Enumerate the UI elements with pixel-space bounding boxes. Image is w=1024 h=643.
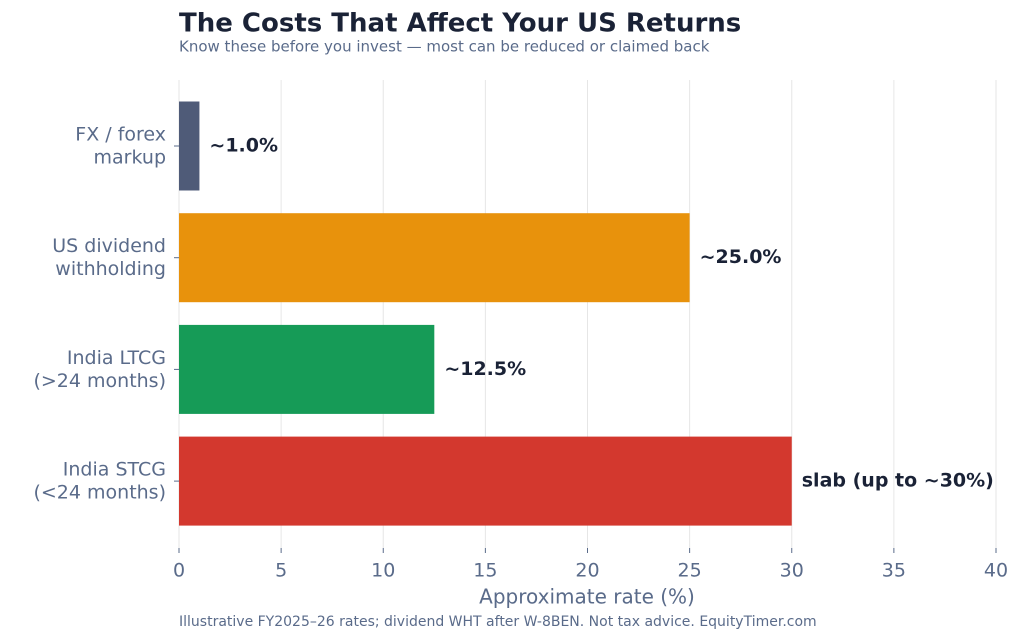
footnote: Illustrative FY2025–26 rates; dividend W…: [179, 614, 817, 630]
bar: [179, 213, 690, 303]
x-tick-label: 30: [780, 560, 804, 582]
bar: [179, 324, 435, 414]
x-tick-label: 25: [678, 560, 702, 582]
x-tick-label: 5: [275, 560, 287, 582]
x-tick-label: 35: [882, 560, 906, 582]
x-tick-label: 10: [371, 560, 395, 582]
y-tick-label: FX / forex markup: [75, 123, 166, 168]
bar: [179, 101, 200, 191]
x-tick-label: 40: [984, 560, 1008, 582]
x-axis-label: Approximate rate (%): [479, 585, 695, 609]
x-tick-label: 0: [173, 560, 185, 582]
y-tick-label: India STCG (<24 months): [33, 458, 166, 503]
x-tick-label: 20: [575, 560, 599, 582]
value-label: ~25.0%: [700, 246, 782, 268]
value-label: ~1.0%: [209, 135, 278, 157]
x-tick-label: 15: [473, 560, 497, 582]
y-tick-label: US dividend withholding: [52, 235, 166, 280]
value-label: ~12.5%: [444, 358, 526, 380]
chart-title: The Costs That Affect Your US Returns: [179, 9, 741, 39]
y-tick-label: India LTCG (>24 months): [33, 346, 166, 391]
value-label: slab (up to ~30%): [802, 470, 994, 492]
bar: [179, 436, 792, 526]
chart-subtitle: Know these before you invest — most can …: [179, 38, 710, 56]
